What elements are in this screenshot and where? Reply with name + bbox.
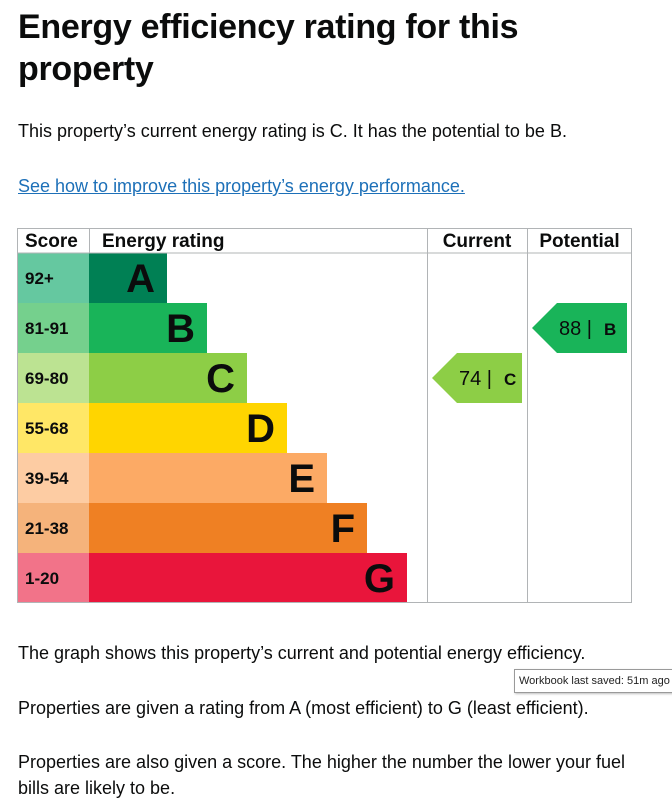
rating-bar-c — [89, 353, 247, 403]
potential-column-header: Potential — [539, 231, 619, 252]
score-cell-f — [17, 503, 89, 553]
score-range-g: 1-20 — [25, 569, 59, 588]
rating-bar-e — [89, 453, 327, 503]
score-cell-e — [17, 453, 89, 503]
score-cell-a — [17, 253, 89, 303]
ratings-note-text: Properties are given a rating from A (mo… — [18, 698, 589, 718]
rating-letter-f: F — [331, 507, 355, 551]
rating-bar-a — [89, 253, 167, 303]
score-range-c: 69-80 — [25, 369, 68, 388]
score-column-header: Score — [25, 231, 78, 252]
rating-letter-c: C — [206, 357, 235, 401]
score-cell-b — [17, 303, 89, 353]
current-rating-arrow — [432, 353, 522, 403]
score-range-a: 92+ — [25, 269, 54, 288]
score-cell-c — [17, 353, 89, 403]
rating-bar-g — [89, 553, 407, 603]
current-rating-score: 74 | — [459, 368, 492, 390]
rating-letter-g: G — [364, 557, 395, 601]
potential-rating-letter: B — [604, 320, 616, 339]
rating-bar-b — [89, 303, 207, 353]
score-range-d: 55-68 — [25, 419, 68, 438]
graph-note-text: The graph shows this property’s current … — [18, 643, 586, 663]
rating-letter-e: E — [288, 457, 315, 501]
score-cell-d — [17, 403, 89, 453]
score-range-f: 21-38 — [25, 519, 68, 538]
chart-border — [17, 228, 632, 603]
current-column-header: Current — [443, 231, 512, 252]
rating-letter-b: B — [166, 307, 195, 351]
energy-rating-chart: Score Energy rating Current Potential 92+ A 81… — [17, 228, 632, 603]
score-range-b: 81-91 — [25, 319, 68, 338]
intro-text: This property’s current energy rating is… — [18, 121, 567, 141]
potential-rating-arrow — [532, 303, 627, 353]
energy-rating-column-header: Energy rating — [102, 231, 224, 252]
rating-letter-d: D — [246, 407, 275, 451]
potential-rating-score: 88 | — [559, 318, 592, 340]
improve-energy-link[interactable]: See how to improve this property’s energ… — [18, 176, 465, 196]
rating-bar-f — [89, 503, 367, 553]
rating-letter-a: A — [126, 257, 155, 301]
score-note-text: Properties are also given a score. The h… — [18, 752, 625, 798]
score-cell-g — [17, 553, 89, 603]
page-title: Energy efficiency rating for this proper… — [18, 8, 519, 88]
workbook-saved-tooltip: Workbook last saved: 51m ago — [514, 669, 672, 693]
score-range-e: 39-54 — [25, 469, 69, 488]
current-rating-letter: C — [504, 370, 516, 389]
rating-bar-d — [89, 403, 287, 453]
